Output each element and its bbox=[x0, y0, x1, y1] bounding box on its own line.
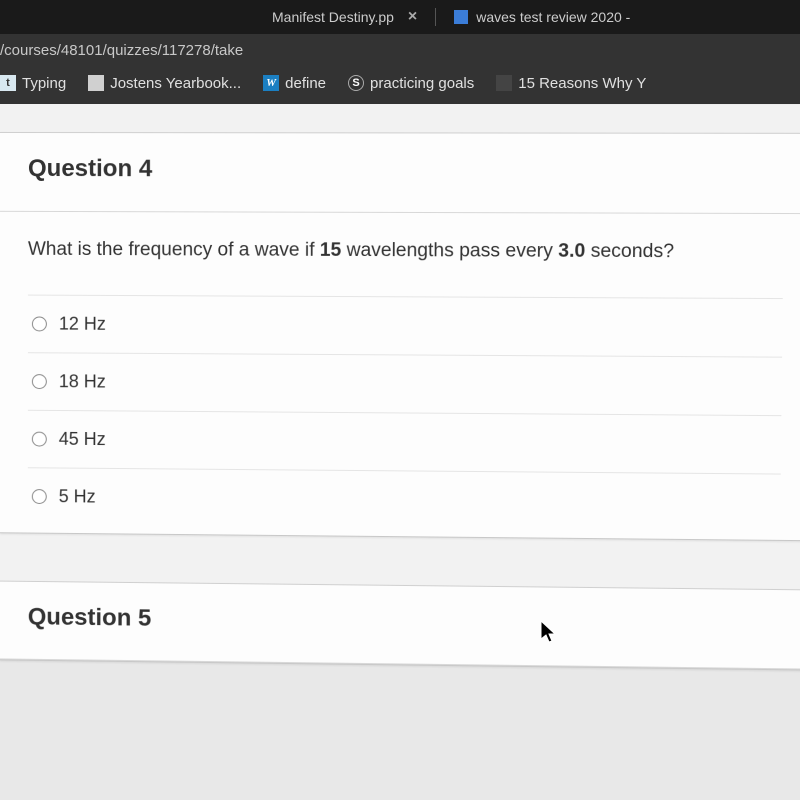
radio-icon[interactable] bbox=[32, 431, 47, 446]
browser-tab[interactable]: waves test review 2020 - bbox=[442, 3, 642, 31]
reasons-icon bbox=[496, 75, 512, 91]
radio-icon[interactable] bbox=[32, 316, 47, 331]
url-text: /courses/48101/quizzes/117278/take bbox=[0, 42, 243, 59]
prompt-text: wavelengths pass every bbox=[341, 240, 558, 262]
question-title: Question 4 bbox=[28, 155, 784, 185]
page-content: Question 4 What is the frequency of a wa… bbox=[0, 104, 800, 670]
question-title: Question 5 bbox=[28, 603, 779, 640]
browser-chrome: Manifest Destiny.pp × waves test review … bbox=[0, 0, 800, 104]
bookmark-label: Jostens Yearbook... bbox=[110, 75, 241, 92]
prompt-bold: 15 bbox=[320, 240, 341, 261]
answer-option[interactable]: 45 Hz bbox=[28, 409, 782, 473]
tab-divider bbox=[435, 8, 436, 26]
prompt-text: What is the frequency of a wave if bbox=[28, 239, 320, 261]
question-header: Question 5 bbox=[0, 581, 800, 669]
radio-icon[interactable] bbox=[32, 489, 47, 504]
bookmark-label: practicing goals bbox=[370, 75, 474, 92]
tab-label: waves test review 2020 - bbox=[476, 9, 630, 25]
question-body: What is the frequency of a wave if 15 wa… bbox=[0, 212, 800, 540]
bookmark-label: Typing bbox=[22, 75, 66, 92]
bookmarks-bar: t Typing Jostens Yearbook... W define S … bbox=[0, 66, 800, 104]
radio-icon[interactable] bbox=[32, 374, 47, 389]
goals-icon: S bbox=[348, 75, 364, 91]
bookmark-jostens[interactable]: Jostens Yearbook... bbox=[88, 75, 241, 92]
define-icon: W bbox=[263, 75, 279, 91]
url-bar[interactable]: /courses/48101/quizzes/117278/take bbox=[0, 34, 800, 66]
close-icon[interactable]: × bbox=[408, 8, 417, 26]
option-label: 5 Hz bbox=[59, 486, 96, 507]
answer-option[interactable]: 5 Hz bbox=[28, 467, 781, 532]
bookmark-reasons[interactable]: 15 Reasons Why Y bbox=[496, 75, 646, 92]
tab-label: Manifest Destiny.pp bbox=[272, 9, 394, 25]
bookmark-define[interactable]: W define bbox=[263, 75, 326, 92]
bookmark-goals[interactable]: S practicing goals bbox=[348, 75, 474, 92]
question-5-card: Question 5 bbox=[0, 580, 800, 670]
question-4-card: Question 4 What is the frequency of a wa… bbox=[0, 132, 800, 541]
answer-option[interactable]: 18 Hz bbox=[28, 352, 782, 415]
answer-option[interactable]: 12 Hz bbox=[28, 294, 783, 356]
doc-icon bbox=[454, 10, 468, 24]
question-header: Question 4 bbox=[0, 133, 800, 214]
tab-strip: Manifest Destiny.pp × waves test review … bbox=[0, 0, 800, 34]
bookmark-label: 15 Reasons Why Y bbox=[518, 75, 646, 92]
option-label: 18 Hz bbox=[59, 371, 106, 392]
prompt-text: seconds? bbox=[585, 241, 674, 263]
typing-icon: t bbox=[0, 75, 16, 91]
bookmark-typing[interactable]: t Typing bbox=[0, 75, 66, 92]
option-label: 12 Hz bbox=[59, 313, 106, 334]
jostens-icon bbox=[88, 75, 104, 91]
bookmark-label: define bbox=[285, 75, 326, 92]
browser-tab[interactable]: Manifest Destiny.pp × bbox=[260, 2, 429, 32]
prompt-bold: 3.0 bbox=[558, 241, 585, 262]
question-prompt: What is the frequency of a wave if 15 wa… bbox=[28, 236, 783, 267]
option-label: 45 Hz bbox=[59, 428, 106, 449]
